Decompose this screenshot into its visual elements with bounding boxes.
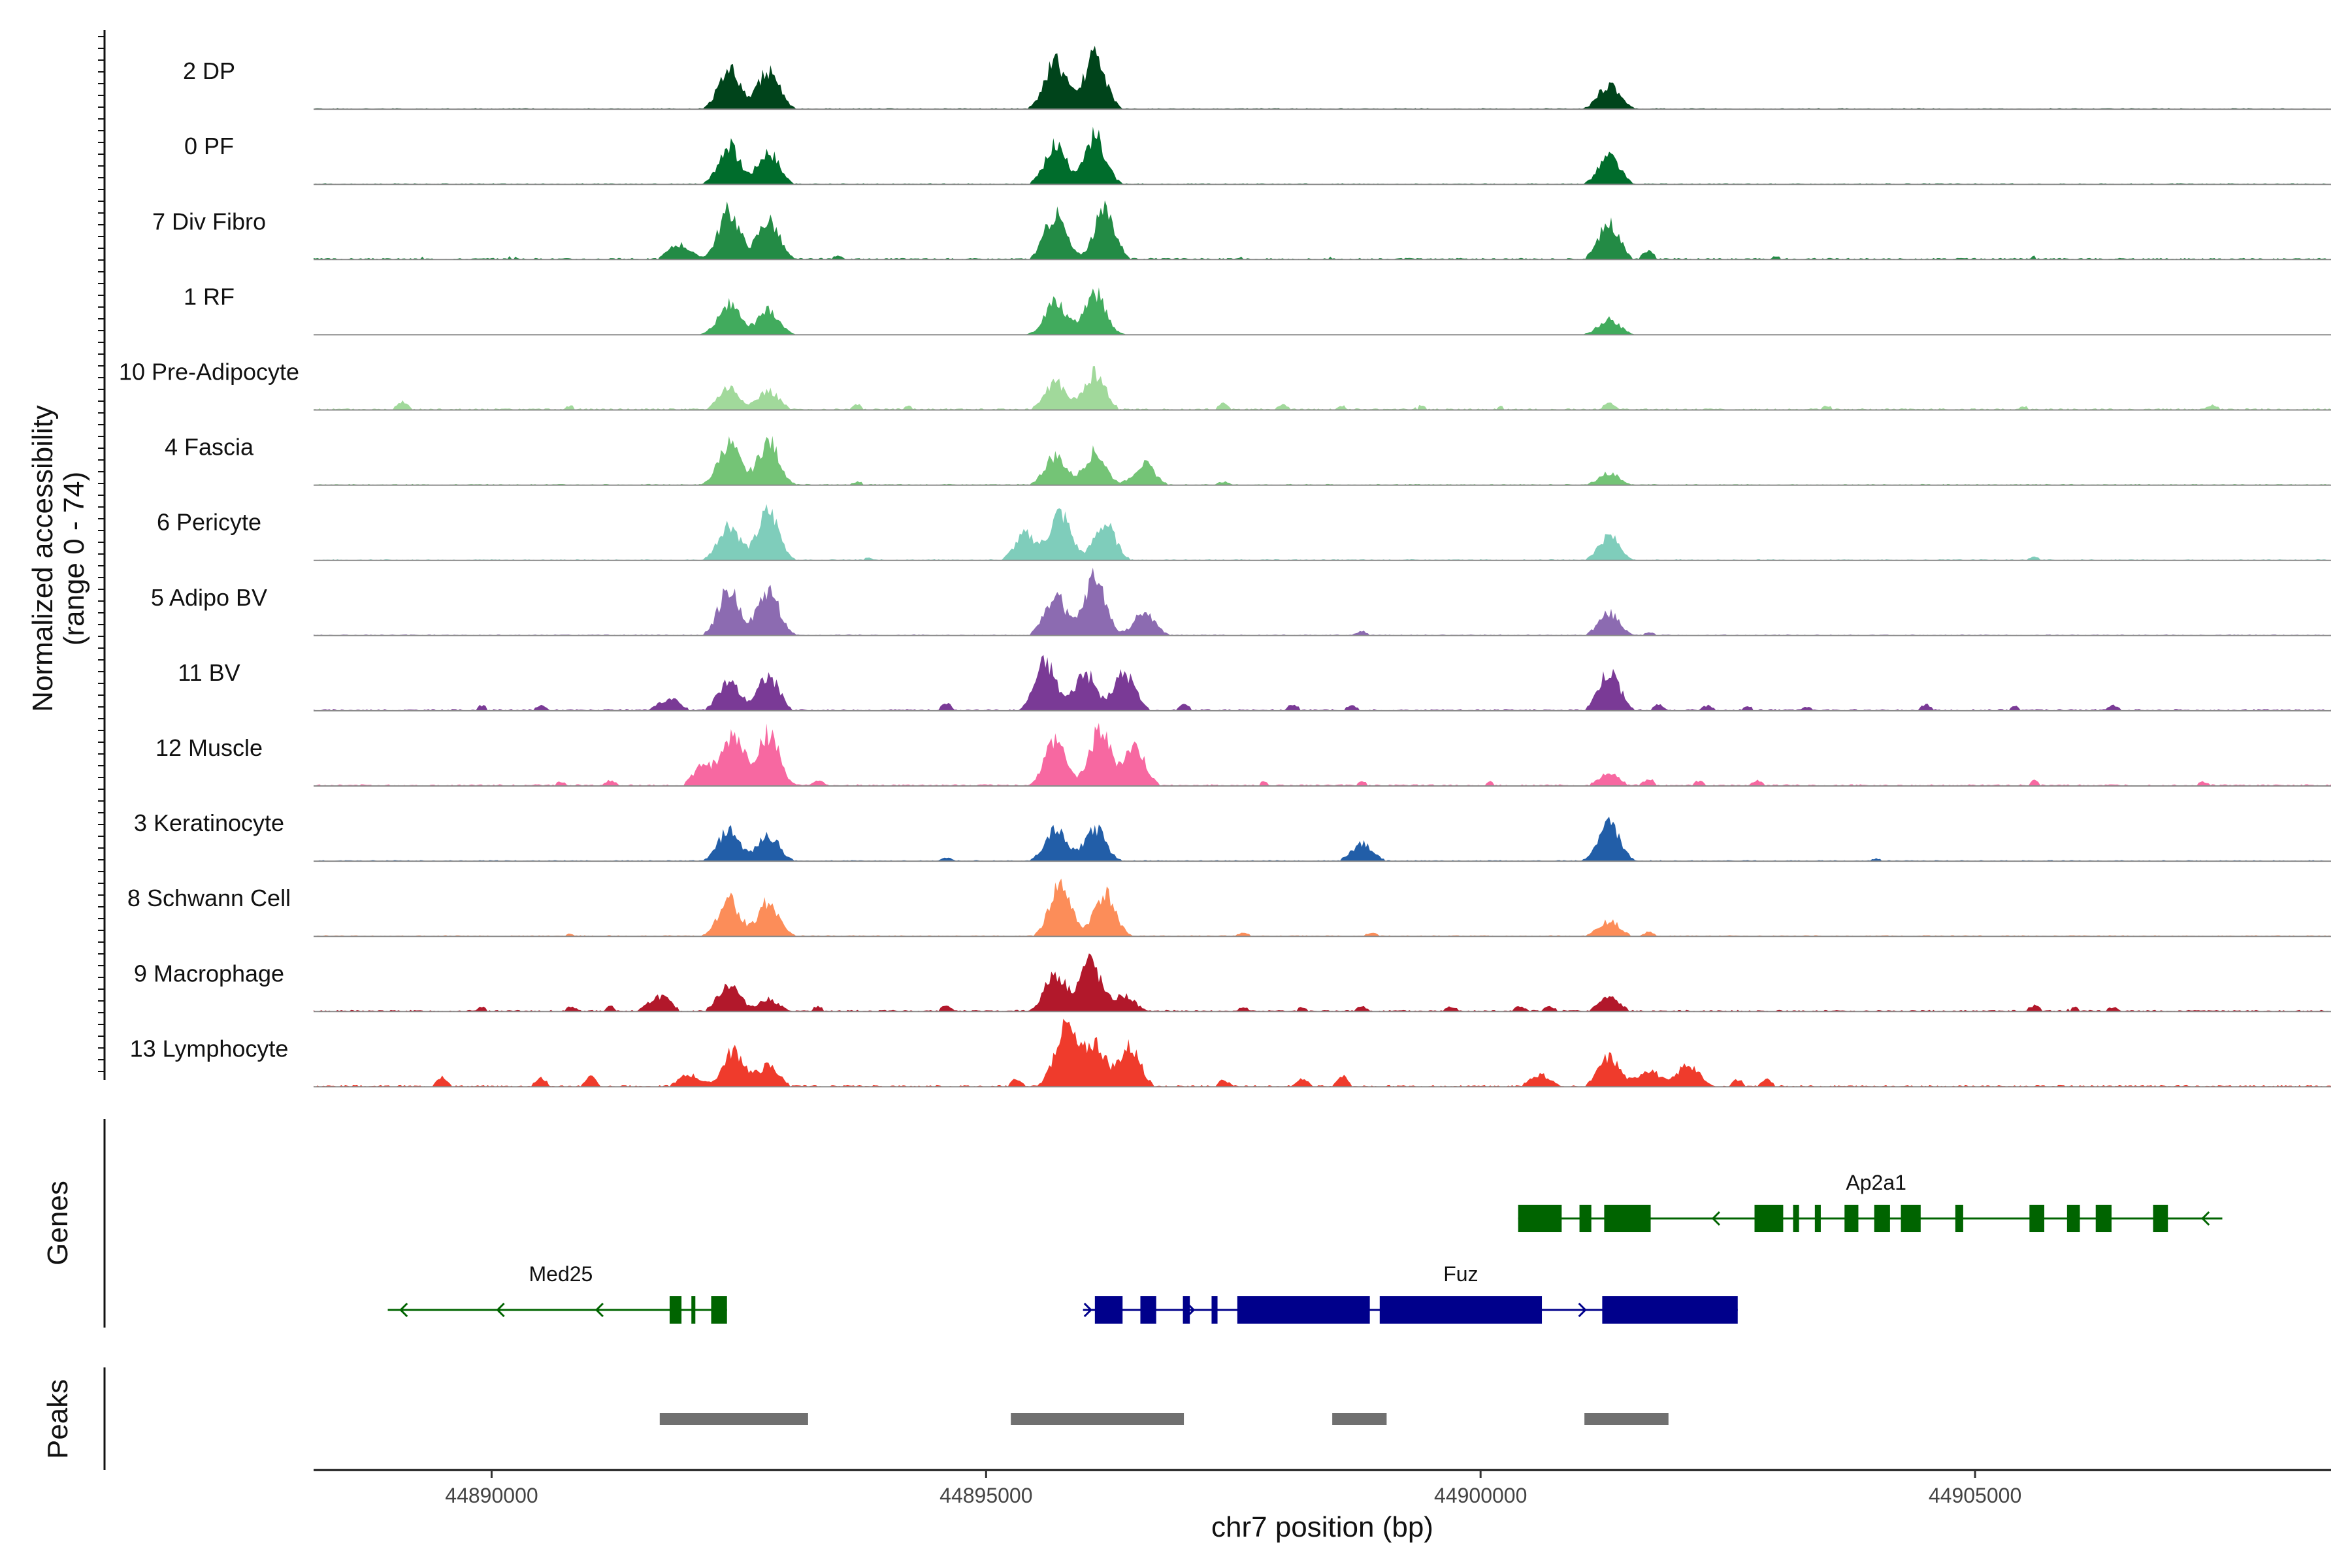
track-12-muscle: 12 Muscle xyxy=(155,723,2331,787)
track-label: 0 PF xyxy=(184,133,234,159)
exon xyxy=(1579,1205,1592,1232)
strand-arrow xyxy=(496,1302,505,1318)
track-label: 3 Keratinocyte xyxy=(134,809,284,836)
gene-fuz: Fuz xyxy=(1083,1262,1738,1324)
coverage-area-9-macrophage xyxy=(314,953,2331,1012)
exon xyxy=(1183,1296,1190,1324)
exon xyxy=(1379,1296,1543,1324)
peak-bar xyxy=(1584,1413,1669,1425)
exon xyxy=(1844,1205,1859,1232)
track-6-pericyte: 6 Pericyte xyxy=(157,504,2331,561)
y-axis-title-line1: Normalized accessibility xyxy=(27,405,59,711)
peak-bar xyxy=(1332,1413,1387,1425)
y-axis-title-line2: (range 0 - 74) xyxy=(58,472,90,646)
x-axis-title: chr7 position (bp) xyxy=(1211,1511,1433,1543)
coverage-area-13-lymphocyte xyxy=(314,1019,2331,1087)
strand-arrow xyxy=(1083,1302,1092,1318)
gene-name-label: Fuz xyxy=(1443,1262,1478,1286)
gene-name-label: Ap2a1 xyxy=(1846,1171,1906,1194)
strand-arrow xyxy=(1711,1211,1720,1226)
x-tick-label: 44895000 xyxy=(939,1484,1032,1507)
exon xyxy=(1814,1205,1821,1232)
exon xyxy=(669,1296,682,1324)
peaks-panel-label: Peaks xyxy=(42,1379,74,1459)
exon xyxy=(1604,1205,1651,1232)
coverage-area-1-rf xyxy=(314,287,2331,335)
coverage-area-7-div-fibro xyxy=(314,200,2331,260)
exon xyxy=(2066,1205,2080,1232)
track-label: 8 Schwann Cell xyxy=(127,885,291,911)
strand-arrow xyxy=(595,1302,604,1318)
exon xyxy=(1518,1205,1562,1232)
track-label: 2 DP xyxy=(183,57,235,84)
exon xyxy=(1874,1205,1890,1232)
track-label: 13 Lymphocyte xyxy=(130,1035,289,1062)
track-8-schwann-cell: 8 Schwann Cell xyxy=(127,878,2331,938)
track-13-lymphocyte: 13 Lymphocyte xyxy=(130,1019,2331,1088)
coverage-area-5-adipo-bv xyxy=(314,567,2331,636)
exon xyxy=(1793,1205,1799,1232)
coverage-area-6-pericyte xyxy=(314,504,2331,561)
track-label: 6 Pericyte xyxy=(157,509,261,536)
x-tick-label: 44890000 xyxy=(445,1484,538,1507)
track-label: 4 Fascia xyxy=(165,434,254,461)
strand-arrow xyxy=(1578,1302,1587,1318)
coverage-y-ticks xyxy=(98,36,105,1072)
track-label: 9 Macrophage xyxy=(134,960,284,987)
gene-models: Ap2a1 Med25 Fuz xyxy=(387,1171,2223,1324)
peak-bar xyxy=(1011,1413,1184,1425)
track-2-dp: 2 DP xyxy=(183,46,2331,110)
gene-med25: Med25 xyxy=(387,1262,727,1324)
coverage-area-2-dp xyxy=(314,46,2331,110)
gene-ap2a1: Ap2a1 xyxy=(1518,1171,2223,1232)
gene-name-label: Med25 xyxy=(529,1262,593,1286)
track-label: 7 Div Fibro xyxy=(152,208,266,235)
strand-arrow xyxy=(2201,1211,2210,1226)
track-3-keratinocyte: 3 Keratinocyte xyxy=(134,809,2331,862)
track-label: 5 Adipo BV xyxy=(151,584,267,611)
exon xyxy=(2029,1205,2045,1232)
exon xyxy=(1211,1296,1218,1324)
track-label: 12 Muscle xyxy=(155,734,263,761)
x-tick-label: 44905000 xyxy=(1929,1484,2021,1507)
coverage-area-11-bv xyxy=(314,655,2331,711)
track-5-adipo-bv: 5 Adipo BV xyxy=(151,567,2331,636)
x-tick-label: 44900000 xyxy=(1434,1484,1527,1507)
coverage-area-12-muscle xyxy=(314,723,2331,786)
coverage-area-3-keratinocyte xyxy=(314,817,2331,862)
exon xyxy=(2095,1205,2112,1232)
exon xyxy=(1901,1205,1921,1232)
coverage-area-4-fascia xyxy=(314,436,2331,485)
exon xyxy=(1140,1296,1156,1324)
track-1-rf: 1 RF xyxy=(184,283,2331,336)
exon xyxy=(691,1296,696,1324)
x-axis-ticks: 44890000 44895000 44900000 44905000 xyxy=(445,1470,2021,1507)
peak-regions xyxy=(659,1413,1669,1425)
track-10-pre-adipocyte: 10 Pre-Adipocyte xyxy=(119,359,2331,411)
exon xyxy=(1094,1296,1123,1324)
coverage-tracks: 2 DP 0 PF 7 Div Fibro 1 RF 10 Pre-Adipocyte 4… xyxy=(119,46,2331,1088)
track-0-pf: 0 PF xyxy=(184,126,2331,186)
track-label: 10 Pre-Adipocyte xyxy=(119,359,299,385)
track-label: 1 RF xyxy=(184,283,235,310)
exon xyxy=(1237,1296,1370,1324)
track-7-div-fibro: 7 Div Fibro xyxy=(152,200,2331,261)
track-4-fascia: 4 Fascia xyxy=(165,434,2331,486)
strand-arrow xyxy=(399,1302,408,1318)
exon xyxy=(2153,1205,2168,1232)
exon xyxy=(711,1296,727,1324)
exon xyxy=(1754,1205,1784,1232)
track-9-macrophage: 9 Macrophage xyxy=(134,953,2331,1013)
exon xyxy=(1955,1205,1963,1232)
peak-bar xyxy=(659,1413,808,1425)
coverage-area-10-pre-adipocyte xyxy=(314,366,2331,410)
genes-panel-label: Genes xyxy=(42,1181,74,1266)
track-11-bv: 11 BV xyxy=(178,655,2331,711)
coverage-area-8-schwann-cell xyxy=(314,878,2331,937)
coverage-area-0-pf xyxy=(314,126,2331,185)
exon xyxy=(1602,1296,1738,1324)
track-label: 11 BV xyxy=(178,659,240,686)
